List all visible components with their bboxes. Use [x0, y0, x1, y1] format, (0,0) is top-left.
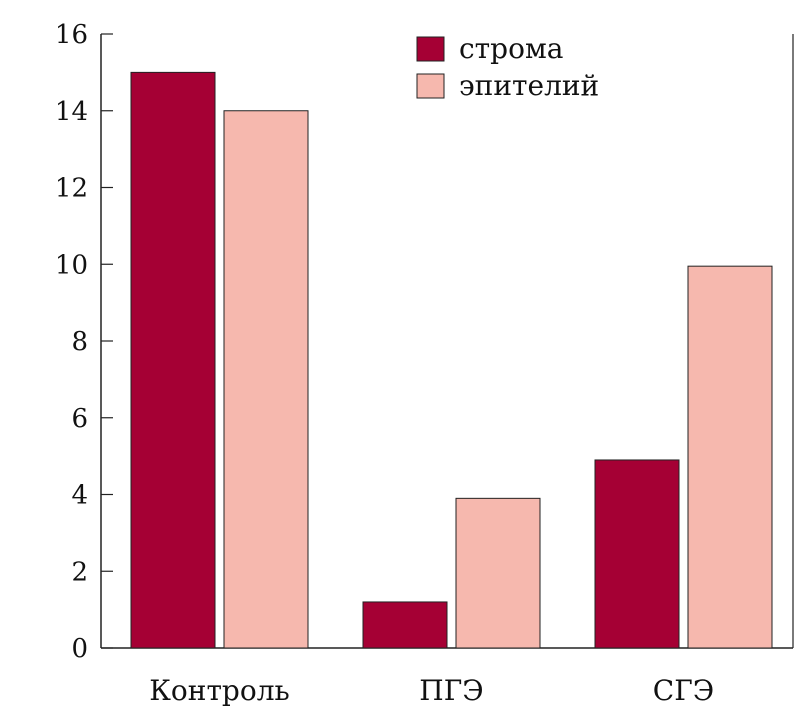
- y-axis: 0 2 4 6 8 10 12 14 16: [55, 20, 113, 664]
- bar-stroma-1: [362, 601, 448, 649]
- x-category-label: СГЭ: [653, 674, 714, 707]
- legend-label-stroma: строма: [459, 32, 563, 65]
- legend: строма эпителий: [416, 32, 599, 102]
- y-tick-label: 4: [71, 481, 88, 511]
- bar-stroma-0: [130, 71, 216, 649]
- x-axis: Контроль ПГЭ СГЭ: [149, 674, 714, 707]
- y-tick-label: 8: [71, 327, 88, 357]
- x-category-label: ПГЭ: [419, 674, 483, 707]
- legend-label-epithelium: эпителий: [459, 69, 599, 102]
- y-tick-label: 14: [55, 97, 88, 127]
- y-tick-label: 2: [71, 557, 88, 587]
- bar-epithelium-2: [687, 265, 773, 649]
- y-tick-label: 6: [71, 404, 88, 434]
- y-tick-label: 0: [71, 634, 88, 664]
- bar-epithelium-1: [455, 497, 541, 649]
- bars-group: [130, 71, 773, 649]
- legend-swatch-epithelium: [416, 73, 445, 99]
- y-tick-label: 10: [55, 250, 88, 280]
- y-tick-label: 16: [55, 20, 88, 50]
- legend-swatch-stroma: [416, 36, 445, 62]
- bar-stroma-2: [594, 459, 680, 649]
- y-tick-label: 12: [55, 174, 88, 204]
- bar-epithelium-0: [223, 110, 309, 649]
- x-category-label: Контроль: [149, 674, 290, 707]
